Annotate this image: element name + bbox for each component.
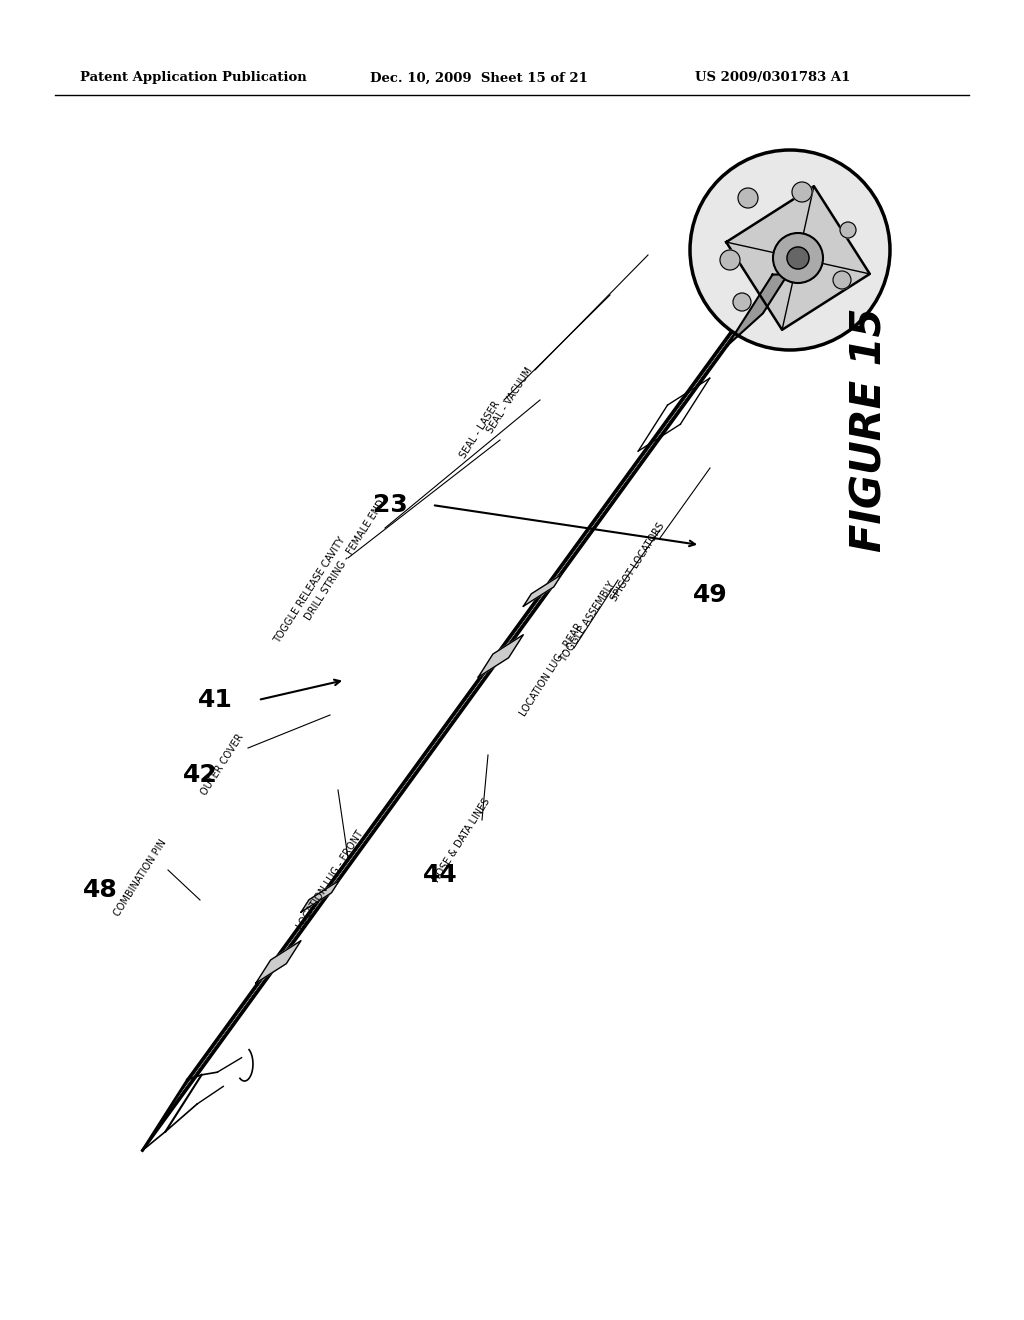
Circle shape: [733, 293, 751, 312]
Text: 48: 48: [83, 878, 118, 902]
Polygon shape: [523, 574, 561, 606]
Text: HOSE & DATA LINES: HOSE & DATA LINES: [432, 796, 493, 884]
Polygon shape: [142, 275, 772, 1151]
Circle shape: [720, 249, 740, 271]
Circle shape: [840, 222, 856, 238]
Polygon shape: [256, 941, 301, 983]
Circle shape: [833, 271, 851, 289]
Text: LOCATION LUG - FRONT: LOCATION LUG - FRONT: [295, 829, 366, 931]
Text: OUTER COVER: OUTER COVER: [199, 733, 245, 797]
Text: FIGURE 15: FIGURE 15: [849, 308, 891, 552]
Text: DRILL STRING - FEMALE END: DRILL STRING - FEMALE END: [303, 498, 387, 622]
Polygon shape: [478, 635, 523, 677]
Text: US 2009/0301783 A1: US 2009/0301783 A1: [695, 71, 850, 84]
Text: 44: 44: [423, 863, 458, 887]
Circle shape: [738, 187, 758, 209]
Polygon shape: [727, 275, 787, 346]
Text: 41: 41: [198, 688, 232, 711]
Text: 23: 23: [373, 492, 408, 517]
Text: LOCATION LUG - REAR: LOCATION LUG - REAR: [519, 622, 586, 718]
Text: Dec. 10, 2009  Sheet 15 of 21: Dec. 10, 2009 Sheet 15 of 21: [370, 71, 588, 84]
Text: SPIGOT LOCATORS: SPIGOT LOCATORS: [609, 521, 667, 603]
Circle shape: [690, 150, 890, 350]
Polygon shape: [726, 186, 869, 330]
Circle shape: [787, 247, 809, 269]
Text: TOGGLE ASSEMBLY: TOGGLE ASSEMBLY: [559, 579, 617, 664]
Text: Patent Application Publication: Patent Application Publication: [80, 71, 307, 84]
Text: COMBINATION PIN: COMBINATION PIN: [112, 838, 168, 919]
Text: SEAL - VACUUM: SEAL - VACUUM: [485, 366, 535, 434]
Polygon shape: [301, 880, 339, 912]
Circle shape: [792, 182, 812, 202]
Text: TOGGLE RELEASE CAVITY: TOGGLE RELEASE CAVITY: [272, 535, 347, 645]
Circle shape: [773, 234, 823, 282]
Text: SEAL - LASER: SEAL - LASER: [458, 400, 502, 461]
Text: 42: 42: [182, 763, 217, 787]
Text: 49: 49: [692, 583, 727, 607]
